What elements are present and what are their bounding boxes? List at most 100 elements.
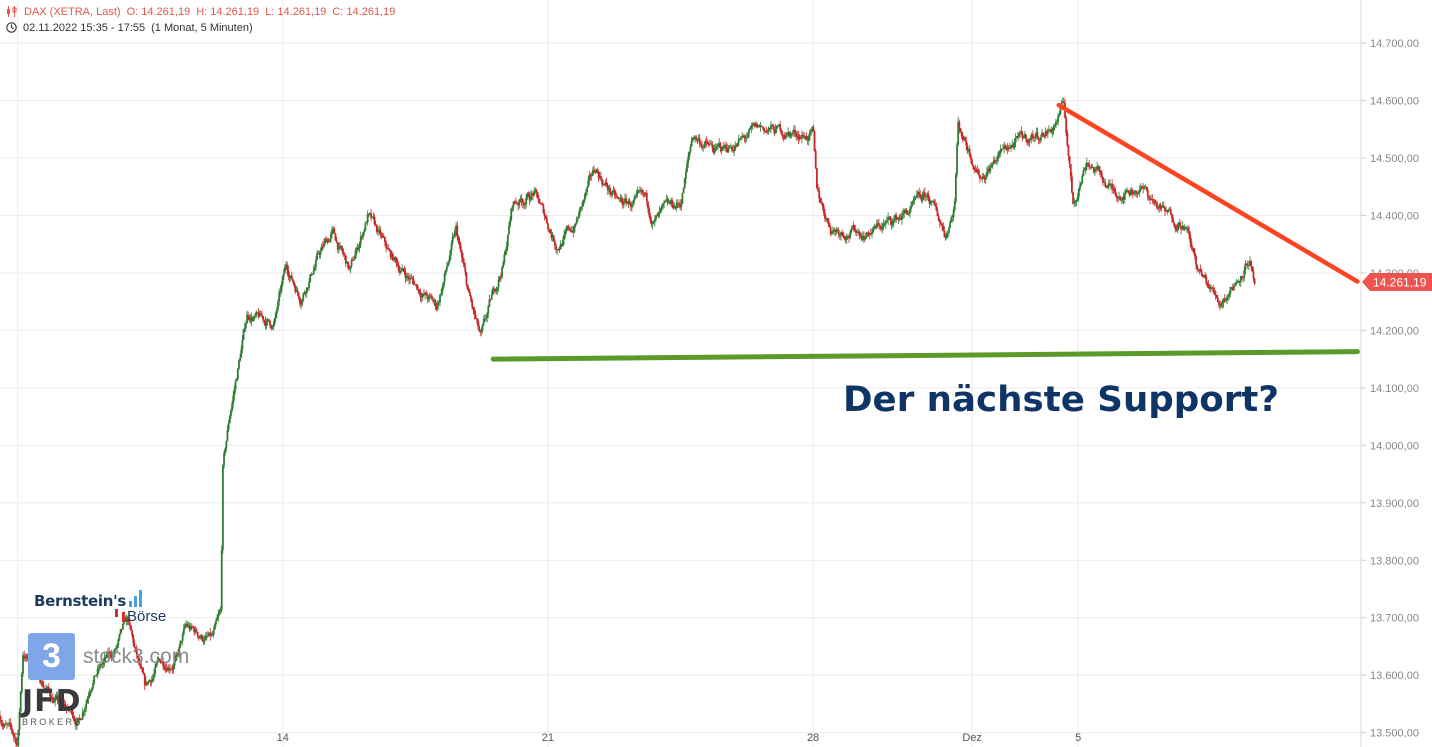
- candle-body: [409, 278, 412, 280]
- candle-body: [720, 147, 723, 151]
- candle-body: [189, 626, 192, 630]
- candle-body: [675, 203, 678, 208]
- candle-body: [165, 668, 168, 672]
- candle-body: [935, 205, 938, 211]
- candle-body: [266, 319, 269, 322]
- candle-body: [815, 168, 818, 188]
- candle-body: [278, 292, 281, 302]
- candle-body: [1013, 142, 1016, 148]
- candle-body: [1053, 125, 1056, 127]
- candle-body: [375, 224, 378, 232]
- candle-body: [998, 152, 1001, 154]
- candle-body: [227, 423, 230, 430]
- candle-body: [1019, 131, 1022, 134]
- candle-body: [192, 626, 194, 628]
- candle-body: [575, 218, 578, 224]
- candle-body: [884, 222, 887, 224]
- candle-body: [567, 226, 570, 229]
- candle-body: [667, 202, 670, 204]
- candle-body: [185, 624, 188, 626]
- candle-body: [659, 208, 662, 211]
- candle-body: [1134, 190, 1137, 194]
- candle-body: [1161, 205, 1164, 207]
- candle-body: [70, 709, 73, 711]
- candle-body: [209, 632, 212, 636]
- candle-body: [86, 698, 89, 704]
- candle-body: [972, 164, 975, 167]
- candle-body: [1017, 136, 1019, 137]
- candle-body: [1108, 183, 1111, 186]
- candle-body: [983, 178, 986, 180]
- candle-body: [342, 251, 345, 255]
- candle-body: [69, 708, 71, 711]
- candle-body: [1129, 190, 1132, 196]
- candle-body: [108, 651, 111, 655]
- candle-body: [317, 252, 320, 254]
- candle-body: [770, 125, 772, 130]
- candle-body: [452, 236, 455, 238]
- candle-body: [1058, 114, 1061, 116]
- candle-body: [1112, 188, 1115, 190]
- candle-body: [387, 248, 390, 250]
- candle-body: [1067, 145, 1070, 157]
- candle-body: [11, 729, 14, 734]
- candle-body: [1137, 192, 1140, 194]
- candle-body: [1174, 226, 1177, 229]
- candle-body: [1042, 132, 1045, 136]
- candle-body: [944, 236, 947, 238]
- candle-body: [1043, 135, 1046, 137]
- candle-body: [765, 131, 768, 133]
- candle-body: [516, 203, 518, 204]
- candle-body: [827, 218, 830, 223]
- candle-body: [520, 198, 523, 203]
- candle-body: [973, 166, 976, 170]
- candle-body: [824, 212, 826, 219]
- candle-body: [1018, 133, 1020, 137]
- candle-body: [725, 145, 728, 149]
- candle-body: [792, 129, 795, 133]
- candle-body: [853, 224, 856, 231]
- candle-body: [1098, 166, 1101, 171]
- candle-body: [1029, 138, 1032, 140]
- candle-body: [195, 629, 198, 633]
- candle-body: [443, 273, 446, 283]
- candle-body: [990, 165, 993, 167]
- candle-body: [460, 251, 463, 258]
- candle-body: [439, 294, 441, 302]
- candle-body: [263, 319, 266, 322]
- candle-body: [724, 145, 726, 148]
- candle-body: [976, 169, 979, 173]
- candle-body: [88, 693, 91, 696]
- candle-body: [1131, 192, 1134, 195]
- candle-body: [1211, 287, 1213, 289]
- candle-body: [406, 276, 409, 277]
- candle-body: [643, 192, 646, 195]
- candle-body: [570, 229, 572, 232]
- candle-body: [534, 189, 537, 192]
- candle-body: [698, 138, 701, 144]
- candle-body: [933, 200, 935, 204]
- candle-body: [928, 197, 931, 204]
- candle-body: [635, 193, 638, 197]
- candle-body: [107, 652, 109, 655]
- candle-body: [471, 300, 474, 308]
- candle-body: [529, 195, 532, 201]
- candle-body: [483, 318, 486, 320]
- candle-body: [896, 218, 899, 220]
- candle-body: [449, 250, 452, 260]
- candle-body: [128, 622, 131, 626]
- candle-body: [356, 247, 359, 250]
- candle-body: [131, 630, 134, 636]
- candle-body: [2, 725, 5, 727]
- candle-body: [843, 235, 846, 239]
- candle-body: [633, 199, 636, 203]
- candle-body: [865, 232, 868, 239]
- candle-body: [211, 634, 214, 636]
- x-tick-label: Dez: [962, 732, 982, 744]
- candle-body: [236, 368, 239, 380]
- candle-body: [405, 276, 408, 279]
- candle-body: [888, 216, 891, 218]
- candle-body: [437, 301, 440, 303]
- candle-body: [949, 222, 952, 228]
